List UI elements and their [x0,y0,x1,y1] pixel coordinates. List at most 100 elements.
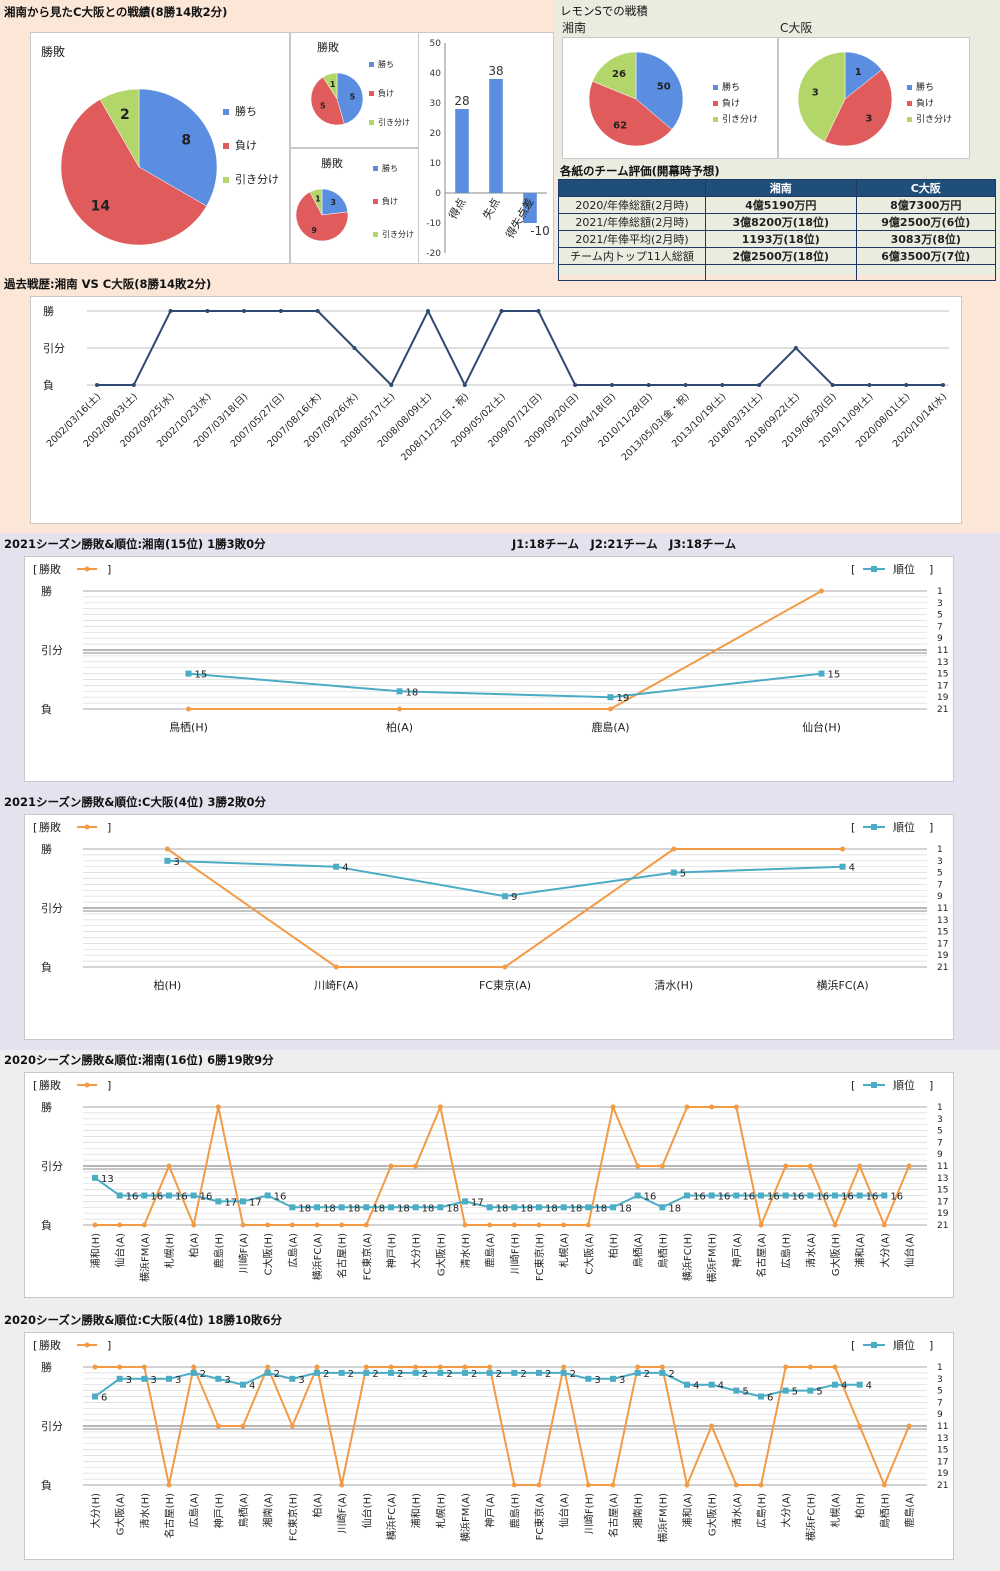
rank-data-label: 16 [866,1192,879,1203]
rank-point [684,1192,690,1199]
rank-point [684,1381,690,1388]
legend-bracket: ] [107,563,111,576]
rank-data-label: 18 [323,1203,336,1214]
result-point [339,1222,345,1228]
big-pie-legend-loss: 負け [223,137,257,153]
table-cell: チーム内トップ11人総額 [558,247,706,265]
rank-point [215,1375,222,1382]
result-point [610,1482,616,1488]
category-label: 柏(H) [153,978,181,992]
rank-point [412,1204,419,1211]
rank-point [807,1387,814,1394]
pie-slice-label: 1 [855,67,862,78]
category-label: 湘南(A) [262,1493,275,1528]
small-pie-b-panel: 勝敗 3 9 1 勝ち 負け 引き分け [290,148,419,264]
season-chart-0-title: 2021シーズン勝敗&順位:湘南(15位) 1勝3敗0分 [4,537,266,551]
result-point [807,1364,813,1370]
category-label: FC東京(H) [533,1233,546,1281]
result-point [339,1482,345,1488]
date-label: 2008/11/23(日・祝) [398,391,471,464]
legend-rank-marker [871,566,877,572]
result-point [585,1222,591,1228]
rank-point [437,1204,444,1211]
history-point [720,383,725,387]
rank-data-label: 3 [175,1375,181,1386]
rank-point [832,1381,838,1388]
y-tick-label: -10 [426,219,441,229]
rank-point [215,1198,222,1205]
rank-point [92,1174,98,1181]
category-label: 広島(A) [188,1493,201,1528]
rank-data-label: 3 [150,1375,156,1386]
result-point [117,1222,123,1228]
category-label: FC東京(A) [479,978,531,992]
history-point [131,383,136,387]
rank-data-label: 15 [828,670,841,681]
rank-point [782,1192,789,1199]
legend-result-marker [84,1082,90,1088]
rank-point [164,857,171,864]
rank-tick-label: 5 [937,1387,943,1397]
pie-b-legend-win: 勝ち [373,163,398,174]
rank-tick-label: 17 [937,681,948,691]
category-label: 神戸(H) [212,1493,225,1528]
rank-tick-label: 17 [937,939,948,949]
result-point [265,1364,271,1370]
category-label: 横浜FC(H) [804,1493,817,1541]
bar-value-label: 28 [454,94,469,108]
history-point [462,383,467,387]
legend-result-marker [84,1342,90,1348]
category-label: 鹿島(A) [484,1233,497,1268]
rank-tick-label: 17 [937,1457,948,1467]
table-cell: 2021/年俸総額(2月時) [558,213,706,231]
legend-bracket: ] [107,1079,111,1092]
history-point [499,309,504,313]
season-chart-0-panel: 1 3 5 7 9 11 13 15 17 19 21 勝引分負[勝敗][順位] 15 18 19 15 鳥栖(… [24,556,954,782]
category-label: 川崎F(H) [508,1233,521,1274]
category-label: 柏(A) [188,1233,201,1258]
rank-point [437,1369,444,1376]
rank-tick-label: 1 [937,845,943,855]
category-label: 浦和(H) [89,1233,102,1268]
rank-data-label: 16 [767,1192,780,1203]
category-label: 札幌(H) [434,1493,447,1528]
pie-b-legend-loss: 負け [373,196,398,207]
lc-legend-win: 勝ち [907,80,934,93]
table-cell: 4億5190万円 [705,196,857,214]
rank-tick-label: 9 [937,1410,943,1420]
rank-data-label: 16 [792,1192,805,1203]
rank-point [536,1369,542,1376]
rank-data-label: 4 [249,1381,255,1392]
rank-point [264,1369,271,1376]
rank-tick-label: 7 [937,622,943,632]
rank-data-label: 2 [274,1369,280,1380]
result-point [758,1222,764,1228]
record-title: 湘南から見たC大阪との戦績(8勝14敗2分) [4,5,228,19]
result-point [487,1364,493,1370]
small-pie-a-panel: 勝敗 5 5 1 勝ち 負け 引き分け [290,32,419,148]
legend-result-label: 勝敗 [39,820,61,834]
result-point [832,1364,838,1370]
history-point [426,309,431,313]
rank-data-label: 9 [511,892,517,903]
history-panel: 勝引分負 2002/03/16(土) 2002/08/03(土) 2002/09/25… [30,296,962,524]
result-axis-label: 負 [41,1219,52,1232]
rank-point [839,863,846,870]
result-axis-label: 引分 [41,1419,63,1433]
rank-data-label: 2 [644,1369,650,1380]
rank-data-label: 4 [841,1381,847,1392]
rank-tick-label: 1 [937,1363,943,1373]
legend-bracket: ] [929,1079,933,1092]
y-tick-label: 0 [435,189,441,199]
rank-tick-label: 3 [937,1375,943,1385]
rank-tick-label: 1 [937,587,943,597]
season-chart-3-panel: 1 3 5 7 9 11 13 15 17 19 21 勝引分負[勝敗][順位] 6 3 3 3 2 3 4 2 3 2 2… [24,1332,954,1560]
big-pie-legend-win: 勝ち [223,103,257,119]
rank-data-label: 16 [816,1192,829,1203]
category-label: 札幌(A) [558,1233,571,1268]
category-label: 名古屋(H) [336,1233,349,1278]
y-tick-label: 50 [430,39,442,49]
result-point [840,846,846,852]
rank-data-label: 3 [619,1375,625,1386]
